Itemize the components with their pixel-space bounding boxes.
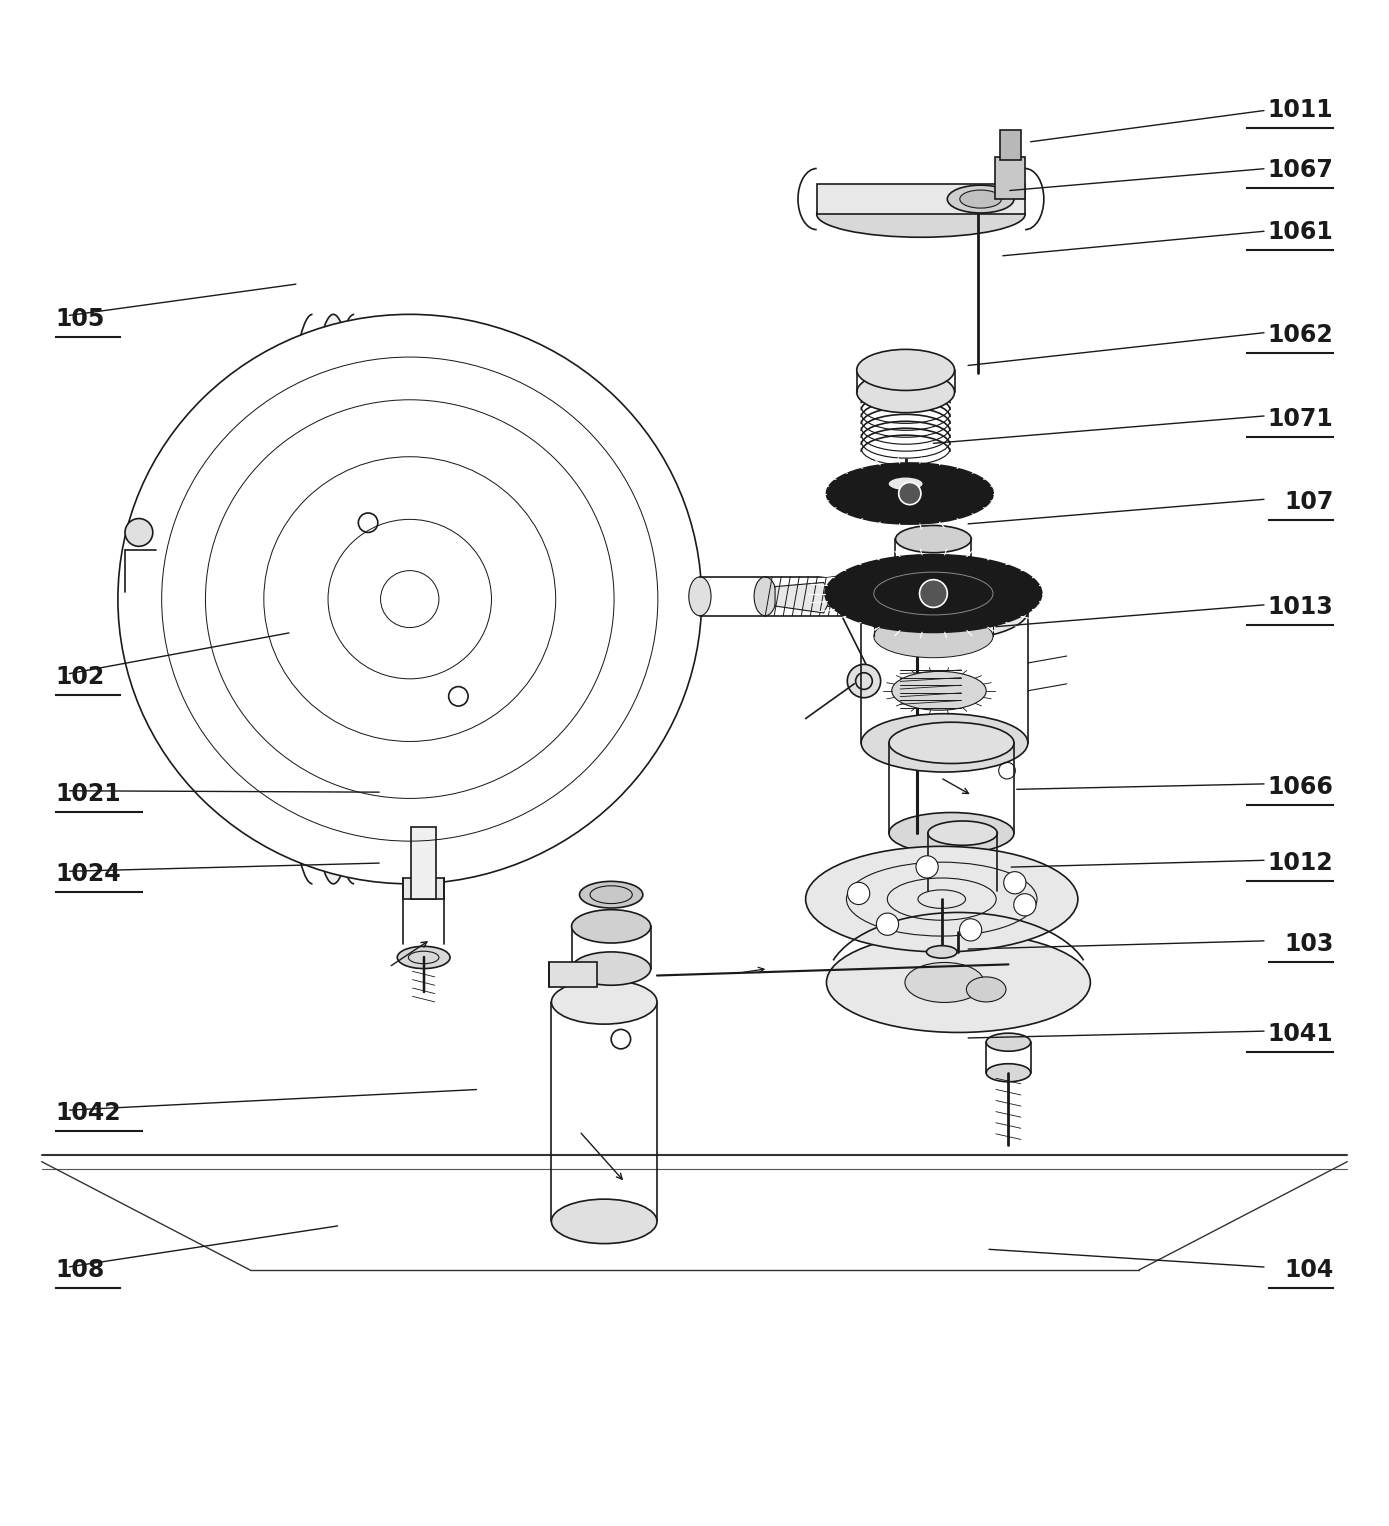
Bar: [411, 827, 436, 899]
Circle shape: [920, 580, 947, 607]
Ellipse shape: [960, 191, 1001, 208]
Ellipse shape: [904, 963, 983, 1003]
Ellipse shape: [928, 879, 997, 903]
Bar: [549, 961, 597, 987]
Circle shape: [125, 519, 153, 546]
Ellipse shape: [889, 722, 1014, 763]
Text: 1024: 1024: [56, 862, 121, 887]
Ellipse shape: [928, 821, 997, 845]
Circle shape: [1014, 894, 1036, 916]
Text: 1066: 1066: [1268, 775, 1333, 798]
Polygon shape: [775, 583, 831, 613]
Ellipse shape: [551, 1199, 657, 1244]
Ellipse shape: [986, 1064, 1031, 1082]
Circle shape: [876, 913, 899, 935]
Text: 1021: 1021: [56, 781, 121, 806]
Ellipse shape: [888, 476, 924, 491]
Ellipse shape: [826, 932, 1090, 1033]
Ellipse shape: [874, 615, 993, 658]
Circle shape: [915, 856, 938, 877]
Ellipse shape: [861, 581, 1028, 639]
Ellipse shape: [817, 191, 1025, 237]
Text: 107: 107: [1283, 490, 1333, 514]
Ellipse shape: [572, 952, 650, 986]
Text: 1071: 1071: [1268, 406, 1333, 430]
Text: 105: 105: [56, 307, 106, 331]
Circle shape: [899, 482, 921, 505]
Ellipse shape: [896, 525, 971, 552]
Ellipse shape: [397, 946, 450, 969]
Text: 1011: 1011: [1268, 98, 1333, 122]
Ellipse shape: [861, 714, 1028, 772]
Circle shape: [1004, 871, 1026, 894]
Text: 1042: 1042: [56, 1102, 121, 1125]
Text: 102: 102: [56, 665, 104, 688]
Ellipse shape: [689, 577, 711, 617]
Ellipse shape: [118, 314, 701, 884]
Text: 1012: 1012: [1268, 852, 1333, 874]
Circle shape: [847, 664, 881, 697]
Ellipse shape: [986, 1033, 1031, 1051]
Circle shape: [960, 919, 982, 942]
Ellipse shape: [806, 847, 1078, 952]
Ellipse shape: [826, 462, 993, 523]
Bar: [995, 157, 1025, 198]
Ellipse shape: [926, 946, 957, 958]
Ellipse shape: [572, 909, 650, 943]
Ellipse shape: [892, 671, 986, 710]
Text: 104: 104: [1285, 1257, 1333, 1282]
Ellipse shape: [301, 314, 365, 884]
Text: 1061: 1061: [1268, 220, 1333, 244]
Ellipse shape: [754, 577, 776, 617]
Bar: [817, 183, 1025, 214]
Text: 1067: 1067: [1268, 157, 1333, 182]
Ellipse shape: [889, 812, 1014, 853]
Text: 1041: 1041: [1268, 1022, 1333, 1045]
Ellipse shape: [825, 554, 1042, 632]
Ellipse shape: [857, 372, 954, 412]
Ellipse shape: [579, 882, 643, 908]
Text: 1062: 1062: [1268, 324, 1333, 348]
Bar: [1000, 130, 1021, 160]
Circle shape: [847, 882, 870, 905]
Ellipse shape: [967, 977, 1006, 1003]
Ellipse shape: [947, 185, 1014, 214]
Text: 1013: 1013: [1268, 595, 1333, 620]
Text: 108: 108: [56, 1257, 106, 1282]
Text: 103: 103: [1283, 931, 1333, 955]
Ellipse shape: [857, 349, 954, 391]
Bar: [403, 877, 444, 899]
Ellipse shape: [551, 980, 657, 1024]
